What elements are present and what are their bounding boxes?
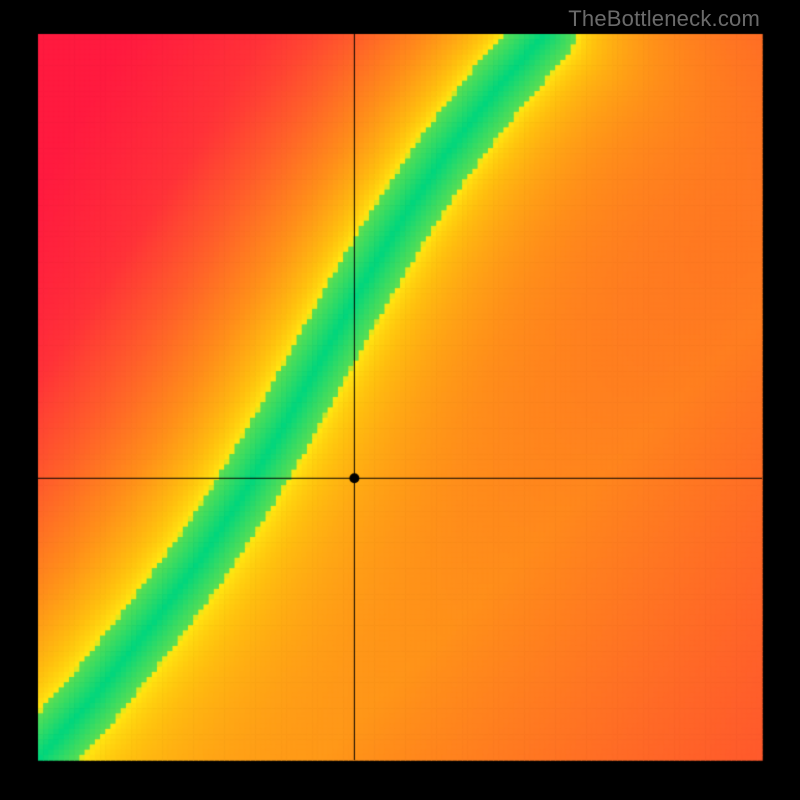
heatmap-canvas [0, 0, 800, 800]
watermark-text: TheBottleneck.com [568, 6, 760, 32]
chart-container: TheBottleneck.com [0, 0, 800, 800]
